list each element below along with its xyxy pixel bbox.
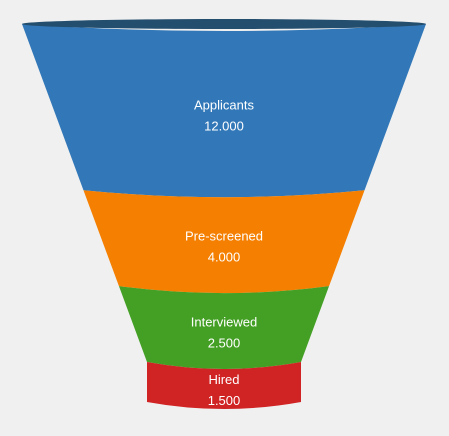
segment-value: 2.500 [208,335,241,350]
segment-label: Interviewed [191,314,257,329]
segment-value: 1.500 [208,393,241,408]
funnel-segment-applicants[interactable] [22,24,426,198]
funnel-labels: Applicants 12.000 Pre-screened 4.000 Intervi… [185,97,263,408]
segment-value: 12.000 [204,118,244,133]
funnel-segment-pre-screened[interactable] [83,190,365,294]
segment-label: Hired [208,372,239,387]
funnel-segment-interviewed[interactable] [118,286,330,369]
funnel-segments [22,19,426,409]
funnel-top-rim [22,19,426,29]
funnel-segment-hired[interactable] [147,362,301,409]
segment-label: Applicants [194,97,254,112]
segment-value: 4.000 [208,249,241,264]
segment-label: Pre-screened [185,228,263,243]
